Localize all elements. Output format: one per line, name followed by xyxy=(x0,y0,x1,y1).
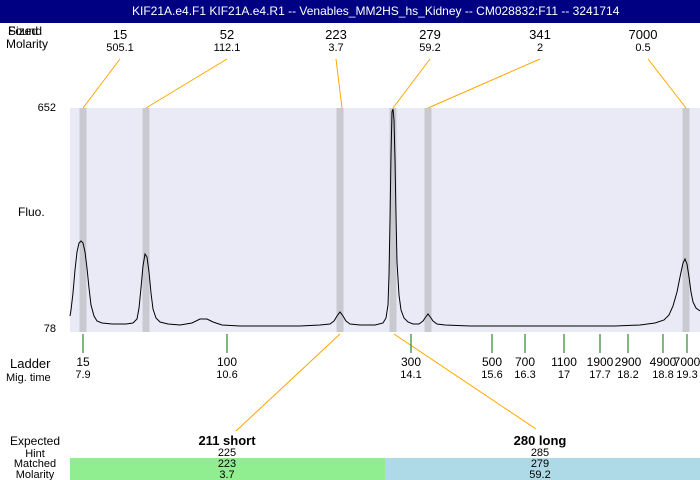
migration-time: 16.3 xyxy=(514,369,536,381)
ladder-tick-label: 15 7.9 xyxy=(53,355,113,382)
migration-time: 19.3 xyxy=(676,369,698,381)
found-peak-label: 7000 0.5 xyxy=(583,27,700,55)
top-size-row-label-word: Sized xyxy=(8,24,39,38)
plot-background xyxy=(70,108,700,332)
migration-time: 14.1 xyxy=(400,369,422,381)
marker-band xyxy=(336,108,344,332)
peak-label-connector xyxy=(335,58,343,109)
found-peak-molarity: 2 xyxy=(536,42,544,54)
marker-band xyxy=(79,108,87,332)
expected-product-connector xyxy=(235,333,341,432)
product-match-band xyxy=(70,458,385,480)
ladder-size: 500 xyxy=(481,355,503,369)
product-matched: 223 xyxy=(217,458,237,470)
found-peak-size: 7000 xyxy=(628,27,658,42)
y-axis-label: Fluo. xyxy=(18,205,45,219)
found-peak-size: 15 xyxy=(112,27,128,42)
product-molarity: 59.2 xyxy=(529,469,551,480)
expected-row-label: Expected xyxy=(9,434,61,448)
ladder-tick-label: 1100 17 xyxy=(534,355,594,382)
expected-product-column: 280 long 285 279 59.2 xyxy=(460,433,620,480)
ladder-size: 1900 xyxy=(586,355,614,369)
ladder-size: 700 xyxy=(514,355,536,369)
ladder-tick-label: 4900 18.8 xyxy=(633,355,693,382)
found-peak-label: 52 112.1 xyxy=(167,27,287,55)
found-peak-label: 15 505.1 xyxy=(60,27,180,55)
found-peak-molarity: 59.2 xyxy=(419,42,441,54)
ladder-tick-label: 700 16.3 xyxy=(495,355,555,382)
ladder-size: 300 xyxy=(400,355,422,369)
found-peak-size: 279 xyxy=(419,27,441,42)
found-peak-label: 341 2 xyxy=(480,27,600,55)
expected-product-connector xyxy=(393,333,537,430)
molarity-row-label: Molarity xyxy=(15,469,55,480)
migration-time: 7.9 xyxy=(75,369,91,381)
product-hint: 225 xyxy=(217,447,237,459)
product-match-band xyxy=(385,458,700,480)
found-peak-size: 341 xyxy=(529,27,551,42)
product-molarity: 3.7 xyxy=(219,469,235,480)
y-axis-min: 78 xyxy=(43,323,56,335)
peak-label-connector xyxy=(145,58,228,109)
found-peak-label: 223 3.7 xyxy=(276,27,396,55)
ladder-row-label: Ladder xyxy=(10,356,51,371)
ladder-size: 4900 xyxy=(649,355,677,369)
peak-label-connector xyxy=(82,58,121,109)
found-peak-size: 52 xyxy=(219,27,235,42)
ladder-tick-label: 1900 17.7 xyxy=(570,355,630,382)
migtime-row-label: Mig. time xyxy=(6,372,51,384)
migration-time: 10.6 xyxy=(216,369,238,381)
found-peak-molarity: 112.1 xyxy=(213,42,241,54)
matched-row-label: Matched xyxy=(13,458,57,470)
ladder-size: 7000 xyxy=(673,355,700,369)
expected-product-name: 280 long xyxy=(513,433,567,448)
ladder-size: 2900 xyxy=(614,355,642,369)
marker-band xyxy=(682,108,690,332)
migration-time: 18.8 xyxy=(652,369,674,381)
marker-band xyxy=(424,108,432,332)
ladder-tick-label: 300 14.1 xyxy=(381,355,441,382)
y-axis-max: 652 xyxy=(37,102,56,114)
ladder-tick-label: 2900 18.2 xyxy=(598,355,658,382)
window-title: KIF21A.e4.F1 KIF21A.e4.R1 -- Venables_MM… xyxy=(132,4,620,18)
top-molarity-row-label: Molarity xyxy=(6,37,49,51)
ladder-size: 1100 xyxy=(551,355,577,369)
ladder-size: 15 xyxy=(76,355,90,369)
found-peak-molarity: 505.1 xyxy=(106,42,134,54)
ladder-tick-label: 500 15.6 xyxy=(462,355,522,382)
title-bar: KIF21A.e4.F1 KIF21A.e4.R1 -- Venables_MM… xyxy=(0,0,700,23)
expected-product-name: 211 short xyxy=(198,433,256,448)
fluorescence-trace xyxy=(69,108,700,327)
found-peak-molarity: 0.5 xyxy=(635,42,651,54)
migration-time: 17 xyxy=(557,369,571,381)
peak-label-connector xyxy=(647,58,687,109)
peak-label-connector xyxy=(392,58,431,109)
found-peak-molarity: 3.7 xyxy=(328,42,344,54)
expected-product-column: 211 short 225 223 3.7 xyxy=(147,433,307,480)
ladder-tick-label: 100 10.6 xyxy=(197,355,257,382)
top-size-row-label-word: Found xyxy=(8,24,43,38)
migration-time: 17.7 xyxy=(589,369,611,381)
found-sized-overlap-label: Found Sized xyxy=(0,25,64,38)
product-hint: 285 xyxy=(530,447,550,459)
ladder-tick-label: 7000 19.3 xyxy=(657,355,700,382)
found-peak-size: 223 xyxy=(325,27,347,42)
product-matched: 279 xyxy=(530,458,550,470)
ladder-size: 100 xyxy=(216,355,238,369)
found-peak-label: 279 59.2 xyxy=(370,27,490,55)
marker-band xyxy=(389,108,397,332)
peak-label-connector xyxy=(427,58,541,109)
migration-time: 18.2 xyxy=(617,369,639,381)
migration-time: 15.6 xyxy=(481,369,503,381)
marker-band xyxy=(142,108,150,332)
hint-row-label: Hint xyxy=(25,448,45,460)
